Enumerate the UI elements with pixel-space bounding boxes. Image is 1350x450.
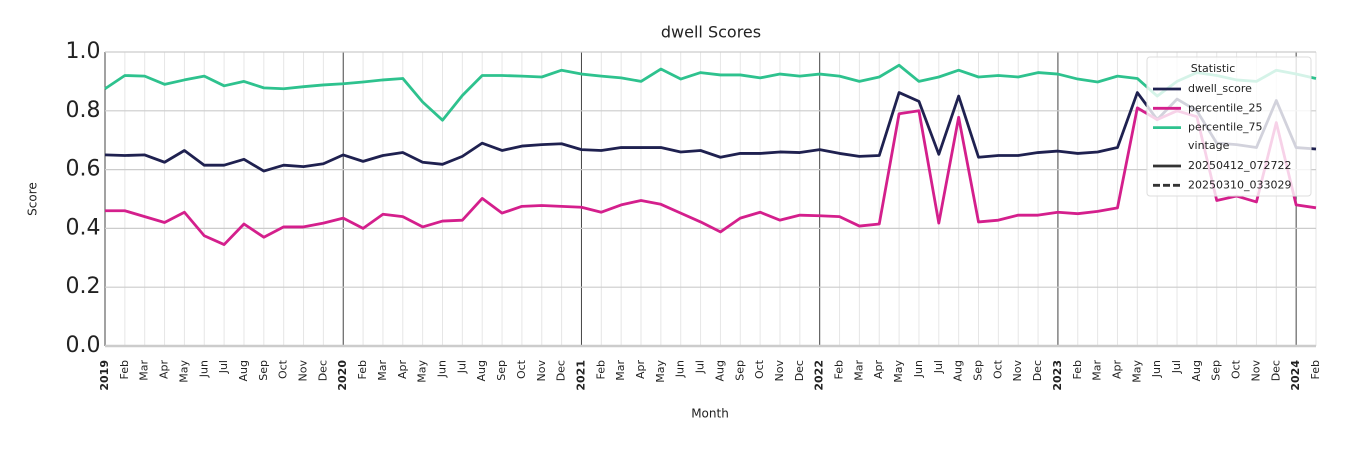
x-tick-label: Jul xyxy=(932,360,945,374)
x-tick-label: Sep xyxy=(1210,360,1223,381)
legend-label: percentile_25 xyxy=(1188,101,1263,114)
x-tick-label: 2021 xyxy=(574,360,587,391)
y-tick-label: 1.0 xyxy=(66,39,101,64)
x-tick-label: 2019 xyxy=(98,360,111,391)
x-tick-label: Mar xyxy=(376,360,389,381)
x-tick-label: Sep xyxy=(972,360,985,381)
x-tick-label: Feb xyxy=(1071,360,1084,379)
x-tick-label: Nov xyxy=(297,360,310,382)
x-tick-label: Dec xyxy=(793,360,806,381)
x-tick-label: Aug xyxy=(713,360,726,381)
y-tick-label: 0.2 xyxy=(66,274,101,299)
legend-title: Statistic xyxy=(1191,62,1236,75)
y-tick-label: 0.8 xyxy=(66,98,101,123)
y-tick-label: 0.4 xyxy=(66,215,101,240)
x-tick-label: Oct xyxy=(515,359,528,379)
x-tick-label: Feb xyxy=(594,360,607,379)
x-tick-label: Jun xyxy=(1150,360,1163,378)
x-tick-label: Dec xyxy=(1031,360,1044,381)
x-tick-label: Apr xyxy=(396,360,409,380)
legend-subtitle: vintage xyxy=(1188,139,1230,152)
x-tick-label: Nov xyxy=(1249,360,1262,382)
x-tick-label: 2024 xyxy=(1289,360,1302,391)
series-line xyxy=(104,63,1317,122)
x-tick-label: Mar xyxy=(852,360,865,381)
x-tick-label: Mar xyxy=(138,360,151,381)
x-tick-label: Mar xyxy=(614,360,627,381)
legend-label: dwell_score xyxy=(1188,82,1252,95)
x-tick-label: Feb xyxy=(118,360,131,379)
x-tick-label: May xyxy=(1130,360,1143,383)
x-tick-label: Sep xyxy=(733,360,746,381)
x-tick-label: Aug xyxy=(952,360,965,381)
x-tick-label: Jul xyxy=(694,360,707,374)
x-tick-label: Feb xyxy=(833,360,846,379)
x-tick-label: Oct xyxy=(991,359,1004,379)
legend-label: 20250310_033029 xyxy=(1188,178,1291,191)
x-tick-label: Jul xyxy=(217,360,230,374)
x-tick-label: Sep xyxy=(495,360,508,381)
x-tick-label: Jul xyxy=(1170,360,1183,374)
x-tick-label: Dec xyxy=(555,360,568,381)
x-tick-label: Dec xyxy=(1269,360,1282,381)
x-axis-label: Month xyxy=(691,407,729,421)
x-tick-label: Apr xyxy=(158,360,171,380)
x-tick-label: Jun xyxy=(912,360,925,378)
x-tick-label: Aug xyxy=(1190,360,1203,381)
legend-label: percentile_75 xyxy=(1188,121,1263,134)
y-tick-label: 0.0 xyxy=(66,333,101,358)
x-tick-label: Oct xyxy=(1230,359,1243,379)
x-tick-label: Feb xyxy=(356,360,369,379)
x-tick-label: Dec xyxy=(316,360,329,381)
x-tick-label: Jun xyxy=(674,360,687,378)
x-tick-label: Mar xyxy=(1091,360,1104,381)
legend-box xyxy=(1146,56,1312,197)
x-tick-label: Jul xyxy=(455,360,468,374)
y-axis-label: Score xyxy=(26,182,40,216)
chart-title: dwell Scores xyxy=(661,23,761,42)
x-tick-label: Aug xyxy=(475,360,488,381)
x-tick-label: 2022 xyxy=(813,360,826,391)
x-tick-label: Apr xyxy=(1110,360,1123,380)
x-tick-label: May xyxy=(892,360,905,383)
series-line xyxy=(105,106,1317,246)
x-tick-label: Oct xyxy=(753,359,766,379)
x-tick-label: 2020 xyxy=(336,360,349,391)
legend-label: 20250412_072722 xyxy=(1188,159,1291,172)
x-tick-label: Apr xyxy=(634,360,647,380)
x-tick-label: Nov xyxy=(1011,360,1024,382)
x-tick-label: May xyxy=(416,360,429,383)
x-tick-label: May xyxy=(654,360,667,383)
x-tick-label: 2023 xyxy=(1051,360,1064,391)
x-tick-label: Jun xyxy=(435,360,448,378)
series-line xyxy=(104,91,1317,173)
x-tick-label: Apr xyxy=(872,360,885,380)
y-tick-label: 0.6 xyxy=(66,157,101,182)
x-tick-label: Nov xyxy=(535,360,548,382)
x-tick-label: Jun xyxy=(197,360,210,378)
x-tick-label: Oct xyxy=(277,359,290,379)
x-tick-label: Aug xyxy=(237,360,250,381)
x-tick-label: Sep xyxy=(257,360,270,381)
x-tick-label: Nov xyxy=(773,360,786,382)
x-tick-label: May xyxy=(177,360,190,383)
x-tick-label: Feb xyxy=(1309,360,1322,379)
